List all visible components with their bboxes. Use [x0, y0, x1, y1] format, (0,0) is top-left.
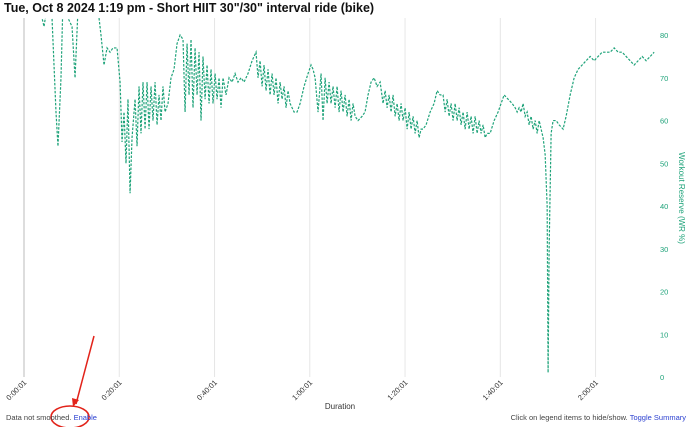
- x-tick-label: 0:20:01: [100, 378, 124, 402]
- smoothing-note: Data not smoothed.: [6, 413, 72, 422]
- x-tick-label: 2:00:01: [576, 378, 600, 402]
- y-tick-label: 70: [660, 74, 668, 83]
- y-tick-label: 80: [660, 31, 668, 40]
- toggle-summary-link[interactable]: Toggle Summary: [629, 413, 686, 422]
- enable-link[interactable]: Enable: [73, 413, 97, 422]
- y-tick-label: 50: [660, 159, 668, 168]
- chart-title: Tue, Oct 8 2024 1:19 pm - Short HIIT 30"…: [4, 1, 374, 15]
- x-tick-label: 0:00:01: [4, 378, 28, 402]
- y-tick-label: 0: [660, 373, 664, 382]
- legend-hint: Click on legend items to hide/show.: [510, 413, 628, 422]
- footer-right: Click on legend items to hide/show. Togg…: [511, 413, 686, 422]
- grid: [23, 18, 597, 377]
- x-tick-label: 1:20:01: [385, 378, 409, 402]
- x-tick-label: 1:40:01: [481, 378, 505, 402]
- plot-area: [41, 18, 655, 373]
- y-tick-label: 10: [660, 330, 668, 339]
- annotation-circle: [50, 405, 90, 427]
- y-tick-label: 30: [660, 245, 668, 254]
- x-axis-label: Duration: [325, 402, 355, 411]
- y-tick-label: 20: [660, 288, 668, 297]
- annotation: [50, 335, 95, 427]
- x-tick-label: 0:40:01: [195, 378, 219, 402]
- y-tick-label: 60: [660, 117, 668, 126]
- data-line: [41, 18, 655, 373]
- x-tick-label: 1:00:01: [290, 378, 314, 402]
- footer-left: Data not smoothed. Enable: [6, 413, 97, 422]
- y-axis-label: Workout Reserve (WR %): [677, 152, 686, 244]
- annotation-arrowhead: [72, 398, 79, 407]
- annotation-arrow: [75, 335, 95, 405]
- y-tick-label: 40: [660, 202, 668, 211]
